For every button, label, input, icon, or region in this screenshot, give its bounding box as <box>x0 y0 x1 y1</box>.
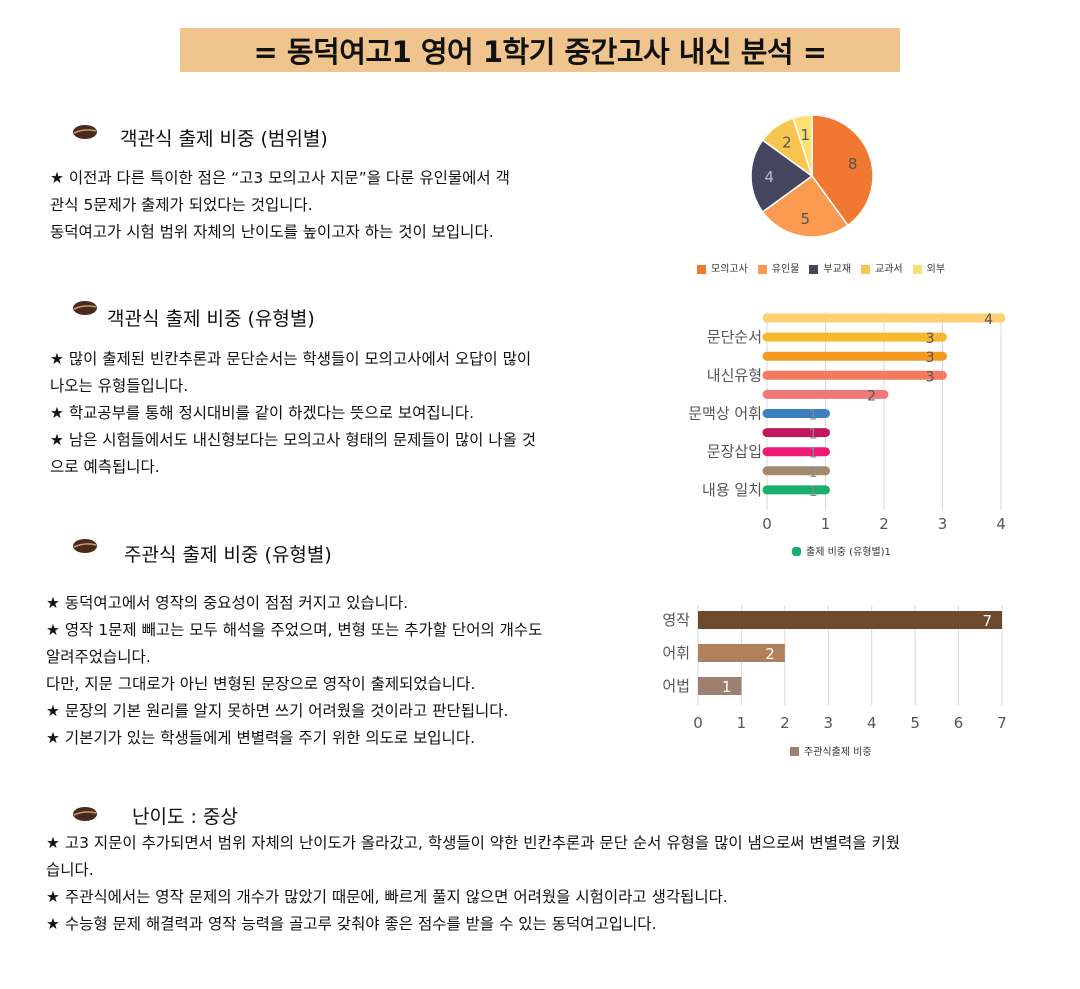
legend-swatch <box>790 747 799 756</box>
x-tick-label: 3 <box>824 714 834 732</box>
legend-item: 외부 <box>912 260 946 280</box>
x-tick-label: 0 <box>762 515 772 533</box>
legend-item: 모의고사 <box>697 260 748 280</box>
bar <box>698 611 1002 629</box>
pie-slice <box>761 174 849 238</box>
legend-label: 모의고사 <box>711 263 748 275</box>
bar-value-label: 1 <box>809 427 818 443</box>
section-heading-difficulty: 난이도 : 중상 <box>132 806 238 828</box>
pie-slice-label: 5 <box>801 210 811 228</box>
pie-slice <box>750 139 814 213</box>
section-text-type: ★ 많이 출제된 빈칸추론과 문단순서는 학생들이 모의고사에서 오답이 많이 … <box>50 350 537 476</box>
bar-value-label: 1 <box>809 446 818 462</box>
bar-value-label: 1 <box>809 484 818 500</box>
coffee-bean-icon <box>73 125 97 139</box>
legend-label: 외부 <box>926 263 946 275</box>
category-label: 내신유형 <box>707 366 762 384</box>
section-text-difficulty: ★ 고3 지문이 추가되면서 범위 자체의 난이도가 올라갔고, 학생들이 약한… <box>46 834 900 933</box>
section-heading-type: 객관식 출제 비중 (유형별) <box>107 308 315 330</box>
x-tick-label: 4 <box>996 515 1006 533</box>
legend-swatch <box>861 265 871 274</box>
coffee-bean-icon <box>73 539 97 553</box>
coffee-bean-icon <box>73 807 97 821</box>
x-tick-label: 1 <box>821 515 831 533</box>
bar <box>698 644 785 662</box>
bar-value-label: 3 <box>926 331 935 347</box>
category-label: 문장삽입 <box>707 443 762 461</box>
x-tick-label: 6 <box>954 714 964 732</box>
legend-item: 교과서 <box>861 260 903 280</box>
category-label: 내용 일치 <box>702 481 762 499</box>
bar <box>698 677 742 695</box>
x-tick-label: 4 <box>867 714 877 732</box>
pie-slice <box>811 114 874 227</box>
bar-value-label: 1 <box>809 408 818 424</box>
x-tick-label: 1 <box>737 714 747 732</box>
pie-slice <box>792 114 813 177</box>
category-label: 문맥상 어휘 <box>688 405 762 423</box>
x-tick-label: 3 <box>938 515 948 533</box>
legend-label: 교과서 <box>875 263 903 275</box>
category-label: 어법 <box>662 677 690 695</box>
pie-slice-label: 1 <box>801 126 811 144</box>
bar-value-label: 1 <box>722 678 732 696</box>
bar-value-label: 3 <box>926 369 935 385</box>
pie-chart: 8 5 42 1 <box>750 114 874 238</box>
x-tick-label: 7 <box>997 714 1007 732</box>
bar-value-label: 3 <box>926 350 935 366</box>
coffee-bean-icon <box>73 301 97 315</box>
legend-swatch <box>912 265 922 274</box>
section-heading-subjective: 주관식 출제 비중 (유형별) <box>124 544 332 566</box>
legend-label: 유인물 <box>771 263 800 275</box>
bar-value-label: 2 <box>765 645 775 663</box>
x-tick-label: 2 <box>780 714 790 732</box>
pie-slice-label: 8 <box>848 155 858 173</box>
page-title: = 동덕여고1 영어 1학기 중간고사 내신 분석 = <box>180 28 900 72</box>
section-heading-range: 객관식 출제 비중 (범위별) <box>120 128 328 150</box>
x-tick-label: 5 <box>910 714 920 732</box>
legend-swatch <box>757 265 767 274</box>
section-text-range: ★ 이전과 다른 특이한 점은 “고3 모의고사 지문”을 다룬 유인물에서 객… <box>50 169 510 241</box>
legend-item: 부교재 <box>809 260 851 280</box>
bar-value-label: 1 <box>809 465 818 481</box>
category-label: 영작 <box>662 611 690 629</box>
bar-value-label: 4 <box>984 312 993 328</box>
bar-value-label: 7 <box>982 612 992 630</box>
legend-label: 부교재 <box>823 263 852 275</box>
bar-value-label: 2 <box>867 388 876 404</box>
x-tick-label: 2 <box>879 515 889 533</box>
pie-legend: 모의고사 유인물 부교재 교과서 외부 <box>697 259 957 280</box>
legend-item: 유인물 <box>757 260 800 280</box>
legend-label: 출제 비중 (유형별)1 <box>806 546 891 558</box>
x-tick-label: 0 <box>693 714 703 732</box>
legend-swatch <box>792 547 801 556</box>
section-text-subjective: ★ 동덕여고에서 영작의 중요성이 점점 커지고 있습니다. ★ 영작 1문제 … <box>46 594 543 747</box>
legend-label: 주관식출제 비중 <box>804 746 872 758</box>
pie-slice-label: 2 <box>782 133 792 151</box>
category-label: 문단순서 <box>707 328 762 346</box>
pie-slice-label: 4 <box>765 168 775 186</box>
legend-swatch <box>809 265 819 274</box>
category-label: 어휘 <box>662 644 690 662</box>
legend-swatch <box>697 265 706 274</box>
